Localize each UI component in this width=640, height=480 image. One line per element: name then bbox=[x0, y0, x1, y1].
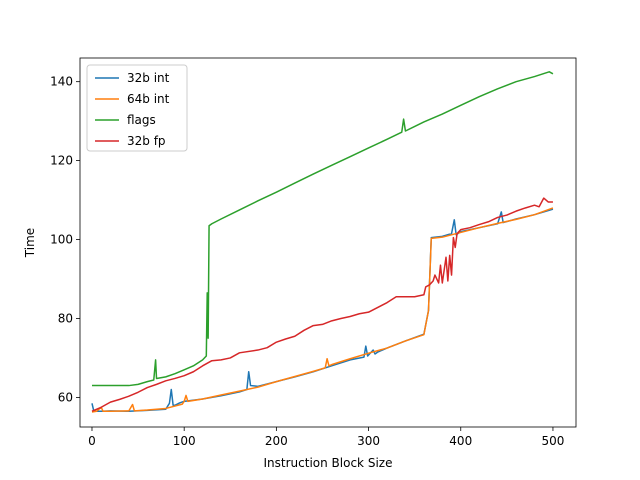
x-axis-label: Instruction Block Size bbox=[264, 456, 393, 470]
legend-label: 32b int bbox=[127, 71, 170, 85]
legend-label: 32b fp bbox=[127, 134, 166, 148]
x-tick-label: 500 bbox=[541, 434, 564, 448]
y-axis-label: Time bbox=[23, 228, 37, 258]
plot-frame bbox=[79, 57, 577, 428]
x-tick-label: 300 bbox=[357, 434, 380, 448]
ticks-layer: 0 100 200 300 400 500 60 80 100 120 140 bbox=[50, 75, 564, 448]
y-tick-label: 80 bbox=[58, 311, 73, 325]
legend: 32b int 64b int flags 32b fp bbox=[86, 64, 188, 152]
series-line-64b-int bbox=[91, 207, 554, 413]
series-line-32b-fp bbox=[91, 197, 553, 412]
y-tick-label: 120 bbox=[50, 154, 73, 168]
legend-label: flags bbox=[127, 113, 156, 127]
y-tick-label: 60 bbox=[58, 390, 73, 404]
series-line-flags bbox=[91, 71, 554, 387]
series-layer bbox=[91, 71, 554, 413]
legend-label: 64b int bbox=[127, 92, 170, 106]
x-tick-label: 0 bbox=[88, 434, 96, 448]
y-tick-label: 140 bbox=[50, 75, 73, 89]
y-tick-label: 100 bbox=[50, 233, 73, 247]
x-tick-label: 200 bbox=[265, 434, 288, 448]
x-tick-label: 100 bbox=[173, 434, 196, 448]
x-tick-label: 400 bbox=[449, 434, 472, 448]
legend-box bbox=[86, 64, 188, 152]
